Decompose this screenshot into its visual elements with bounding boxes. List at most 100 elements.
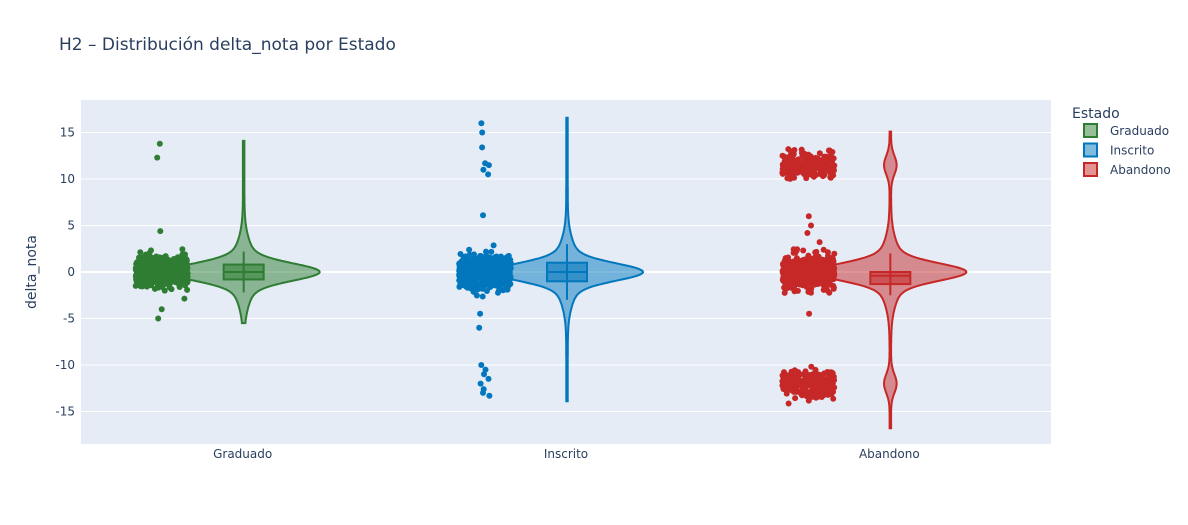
data-point [140,254,147,261]
data-point [820,260,827,267]
data-point [799,383,806,390]
data-point [804,166,811,173]
outlier-point [808,222,814,229]
outlier-point [806,310,813,317]
data-point [502,258,509,265]
legend-items: Graduado Inscrito Abandono [1083,123,1171,177]
data-point [793,260,800,267]
data-point [162,280,169,287]
data-point [786,160,793,167]
data-point [134,266,141,273]
outlier-point [478,120,485,127]
x-tick-labels: Graduado Inscrito Abandono [213,447,920,461]
data-point [800,247,807,254]
data-point [139,281,145,287]
data-point [487,254,494,261]
data-point [807,276,814,283]
data-point [490,242,497,249]
data-point [458,258,465,265]
y-tick-label: 5 [67,219,75,233]
data-point [183,256,190,262]
data-point [800,371,807,378]
data-point [464,284,471,291]
data-point [182,282,189,289]
y-tick-label: 10 [60,172,75,186]
data-point [780,277,787,284]
legend-title: Estado [1072,106,1120,122]
data-point [799,392,805,399]
data-point [781,258,788,265]
data-point [457,276,464,283]
data-point [803,161,809,167]
legend: Estado Graduado Inscrito Abandono [1072,106,1171,177]
data-point [831,250,838,257]
x-tick-label: Inscrito [544,447,588,461]
data-point [813,171,820,178]
data-point [791,288,798,295]
data-point [831,167,837,174]
outlier-point [480,389,486,396]
outlier-point [479,129,486,136]
data-point [492,275,499,282]
data-point [782,285,789,292]
outlier-point [482,366,489,373]
data-point [790,246,797,253]
data-point [816,378,823,385]
points-abandono [779,146,838,407]
data-point [779,170,786,177]
data-point [785,386,792,393]
data-point [464,270,471,277]
legend-item-inscrito[interactable]: Inscrito [1083,142,1154,158]
violin-graduado [166,139,321,325]
data-point [808,363,815,370]
data-point [155,268,162,275]
data-point [801,268,808,275]
data-point [146,250,153,257]
data-point [781,369,787,376]
outlier-point [477,380,484,387]
outlier-point [486,392,493,399]
data-point [811,281,818,288]
data-point [829,370,836,377]
data-point [785,400,792,407]
outlier-point [478,362,485,368]
outlier-point [155,315,162,322]
data-point [826,289,833,296]
outlier-point [158,306,165,313]
y-tick-label: 0 [67,265,75,279]
outlier-point [154,154,161,161]
data-point [132,282,139,289]
data-point [808,394,815,400]
data-point [483,257,489,264]
data-point [822,387,829,394]
data-point [481,275,488,282]
data-point [141,266,148,273]
data-point [797,165,803,171]
data-point [492,255,499,262]
data-point [134,272,141,279]
outlier-point [480,212,486,219]
data-point [792,395,799,402]
violin-layer [166,116,968,430]
data-point [159,263,165,270]
data-point [793,255,800,262]
data-point [458,281,465,288]
legend-item-abandono[interactable]: Abandono [1083,162,1171,177]
outlier-point [157,228,164,235]
data-point [133,261,140,268]
legend-label: Graduado [1110,124,1169,138]
legend-item-graduado[interactable]: Graduado [1083,123,1169,138]
data-point [806,258,813,265]
outlier-point [481,371,487,378]
data-point [462,258,469,265]
data-point [815,253,822,260]
outlier-point [485,162,492,169]
data-point [781,289,788,296]
data-point [803,393,810,400]
data-point [815,157,822,164]
data-point [804,172,810,178]
outlier-point [485,375,492,382]
y-tick-label: 15 [60,126,75,140]
